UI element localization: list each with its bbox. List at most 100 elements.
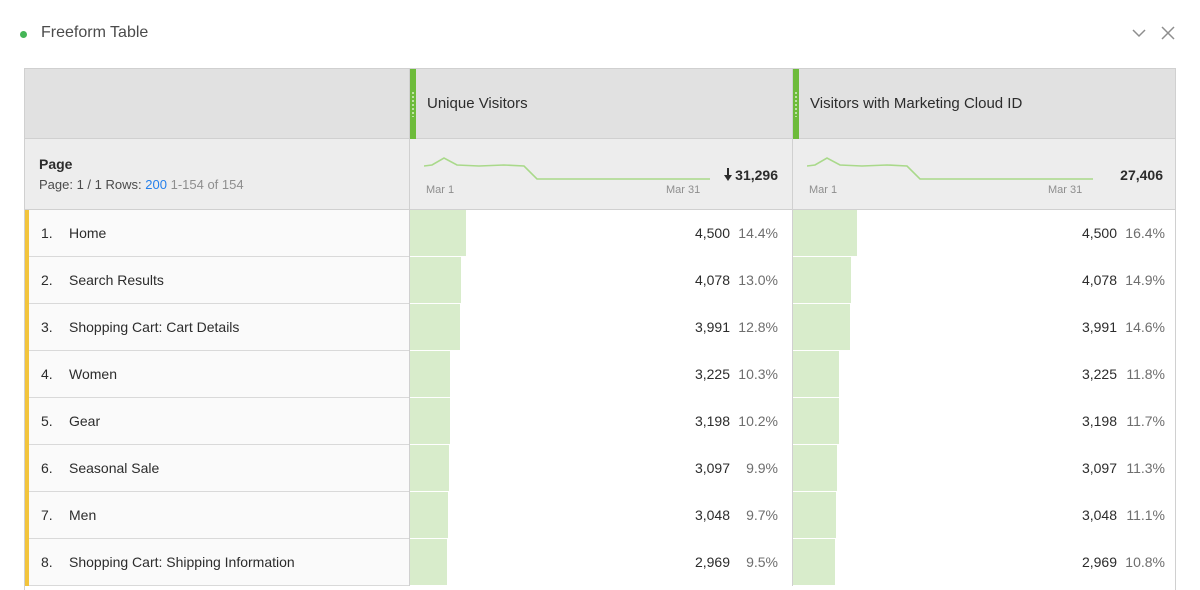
metric-percent: 9.7%: [746, 507, 778, 523]
metric-percent: 13.0%: [738, 272, 778, 288]
close-icon[interactable]: [1160, 25, 1176, 41]
table-row[interactable]: 5. Gear 3,198 10.2% 3,198 11.7%: [25, 398, 1175, 445]
value-bar: [793, 210, 857, 256]
metric-value: 3,198: [694, 413, 730, 429]
column-label: Unique Visitors: [427, 95, 528, 112]
sparkline-end-label: Mar 31: [666, 184, 701, 196]
row-number: 7.: [41, 507, 53, 523]
column-total: 31,296: [723, 167, 778, 183]
metric-cell-visitors-mcid[interactable]: 4,078 14.9%: [792, 257, 1175, 304]
metric-value: 3,097: [694, 460, 730, 476]
column-drag-handle[interactable]: [410, 69, 416, 139]
metric-cell-visitors-mcid[interactable]: 3,097 11.3%: [792, 445, 1175, 492]
metric-value: 3,097: [1081, 460, 1117, 476]
row-label[interactable]: 3. Shopping Cart: Cart Details: [41, 319, 239, 335]
metric-cell-visitors-mcid[interactable]: 3,198 11.7%: [792, 398, 1175, 445]
metric-value: 3,225: [1081, 366, 1117, 382]
summary-row: Page Page: 1 / 1 Rows: 200 1-154 of 154 …: [25, 139, 1175, 210]
column-total: 27,406: [1120, 167, 1163, 183]
row-accent: [25, 304, 29, 351]
row-accent: [25, 351, 29, 398]
summary-cell-visitors-mcid: Mar 1 Mar 31 27,406: [792, 139, 1175, 210]
row-number: 5.: [41, 413, 53, 429]
row-name: Gear: [69, 413, 101, 429]
freeform-table: Unique Visitors Visitors with Marketing …: [24, 68, 1176, 590]
rows-per-page-link[interactable]: 200: [145, 177, 167, 192]
row-name: Seasonal Sale: [69, 460, 160, 476]
row-name: Men: [69, 507, 97, 523]
metric-percent: 9.9%: [746, 460, 778, 476]
metric-cell-unique-visitors[interactable]: 3,991 12.8%: [409, 304, 792, 351]
metric-cell-unique-visitors[interactable]: 3,198 10.2%: [409, 398, 792, 445]
pagination-info: Page: 1 / 1 Rows: 200 1-154 of 154: [39, 177, 244, 192]
metric-cell-unique-visitors[interactable]: 4,500 14.4%: [409, 210, 792, 257]
metric-cell-unique-visitors[interactable]: 3,225 10.3%: [409, 351, 792, 398]
metric-percent: 9.5%: [746, 554, 778, 570]
table-row[interactable]: 1. Home 4,500 14.4% 4,500 16.4%: [25, 210, 1175, 257]
column-drag-handle[interactable]: [793, 69, 799, 139]
panel-header: Freeform Table: [0, 0, 1200, 68]
metric-cell-unique-visitors[interactable]: 3,048 9.7%: [409, 492, 792, 539]
status-dot: [20, 31, 27, 38]
table-row[interactable]: 2. Search Results 4,078 13.0% 4,078 14.9%: [25, 257, 1175, 304]
row-label[interactable]: 1. Home: [41, 225, 106, 241]
row-number: 4.: [41, 366, 53, 382]
metric-value: 3,048: [1081, 507, 1117, 523]
value-bar: [793, 257, 851, 303]
metric-cell-unique-visitors[interactable]: 2,969 9.5%: [409, 539, 792, 586]
metric-cell-visitors-mcid[interactable]: 3,225 11.8%: [792, 351, 1175, 398]
value-bar: [793, 492, 836, 538]
metric-cell-visitors-mcid[interactable]: 4,500 16.4%: [792, 210, 1175, 257]
row-name: Shopping Cart: Shipping Information: [69, 554, 295, 570]
table-row[interactable]: 4. Women 3,225 10.3% 3,225 11.8%: [25, 351, 1175, 398]
table-row[interactable]: 6. Seasonal Sale 3,097 9.9% 3,097 11.3%: [25, 445, 1175, 492]
metric-cell-visitors-mcid[interactable]: 3,048 11.1%: [792, 492, 1175, 539]
down-arrow-icon: [724, 168, 733, 181]
metric-percent: 10.8%: [1125, 554, 1165, 570]
sparkline-start-label: Mar 1: [426, 184, 455, 196]
row-accent: [25, 492, 29, 539]
row-label[interactable]: 7. Men: [41, 507, 96, 523]
row-accent: [25, 398, 29, 445]
sparkline-start-label: Mar 1: [809, 184, 838, 196]
column-header-visitors-mcid[interactable]: Visitors with Marketing Cloud ID: [792, 69, 1175, 139]
row-label[interactable]: 4. Women: [41, 366, 117, 382]
sparkline-end-label: Mar 31: [1048, 184, 1083, 196]
metric-value: 3,225: [694, 366, 730, 382]
metric-percent: 11.7%: [1126, 413, 1165, 429]
metric-percent: 14.9%: [1125, 272, 1165, 288]
row-label[interactable]: 6. Seasonal Sale: [41, 460, 159, 476]
column-total-value: 31,296: [735, 167, 778, 183]
value-bar: [793, 445, 837, 491]
value-bar: [793, 539, 835, 585]
metric-cell-visitors-mcid[interactable]: 3,991 14.6%: [792, 304, 1175, 351]
metric-value: 4,500: [1081, 225, 1117, 241]
row-range: 1-154 of 154: [170, 177, 244, 192]
table-row[interactable]: 7. Men 3,048 9.7% 3,048 11.1%: [25, 492, 1175, 539]
chevron-down-icon[interactable]: [1131, 25, 1147, 41]
row-label[interactable]: 2. Search Results: [41, 272, 164, 288]
row-accent: [25, 539, 29, 586]
metric-percent: 16.4%: [1125, 225, 1165, 241]
row-number: 1.: [41, 225, 53, 241]
table-row[interactable]: 3. Shopping Cart: Cart Details 3,991 12.8% 3…: [25, 304, 1175, 351]
value-bar: [410, 257, 461, 303]
value-bar: [793, 304, 850, 350]
dimension-title: Page: [39, 156, 73, 172]
row-number: 8.: [41, 554, 53, 570]
summary-cell-unique-visitors: Mar 1 Mar 31 31,296: [409, 139, 792, 210]
row-label[interactable]: 5. Gear: [41, 413, 100, 429]
metric-cell-unique-visitors[interactable]: 4,078 13.0%: [409, 257, 792, 304]
column-header-unique-visitors[interactable]: Unique Visitors: [409, 69, 792, 139]
value-bar: [410, 539, 447, 585]
metric-value: 2,969: [694, 554, 730, 570]
sparkline-visitors-mcid[interactable]: [807, 149, 1093, 185]
row-accent: [25, 445, 29, 492]
metric-cell-unique-visitors[interactable]: 3,097 9.9%: [409, 445, 792, 492]
value-bar: [410, 445, 449, 491]
metric-cell-visitors-mcid[interactable]: 2,969 10.8%: [792, 539, 1175, 586]
sparkline-unique-visitors[interactable]: [424, 149, 710, 185]
table-row[interactable]: 8. Shopping Cart: Shipping Information 2,9…: [25, 539, 1175, 586]
row-label[interactable]: 8. Shopping Cart: Shipping Information: [41, 554, 295, 570]
metric-percent: 11.1%: [1126, 507, 1165, 523]
